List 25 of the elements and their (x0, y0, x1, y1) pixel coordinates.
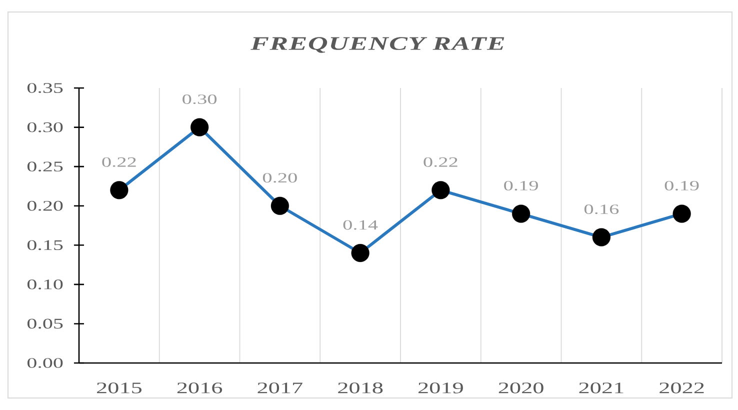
x-tick-label: 2016 (177, 382, 222, 394)
data-label: 0.19 (664, 180, 699, 190)
data-label: 0.14 (343, 220, 378, 230)
data-label: 0.22 (102, 157, 136, 167)
y-tick-label: 0.20 (27, 200, 63, 211)
chart-title: FREQUENCY RATE (250, 37, 504, 53)
x-tick-label: 2017 (258, 382, 302, 394)
x-tick-label: 2022 (660, 382, 704, 394)
y-tick-label: 0.10 (27, 280, 63, 290)
data-label: 0.20 (262, 173, 297, 183)
x-tick-label: 2018 (338, 382, 383, 394)
y-tick-label: 0.05 (27, 318, 63, 329)
x-tick-label: 2015 (97, 382, 142, 394)
x-tick-label: 2019 (418, 382, 463, 394)
x-tick-label: 2020 (498, 382, 544, 394)
data-label: 0.16 (584, 204, 619, 214)
y-tick-label: 0.35 (27, 83, 63, 93)
data-label: 0.22 (424, 157, 458, 167)
x-tick-label: 2021 (579, 382, 624, 394)
y-tick-label: 0.30 (27, 122, 63, 132)
y-tick-label: 0.15 (27, 240, 63, 250)
data-label: 0.19 (504, 180, 538, 190)
y-tick-label: 0.00 (27, 358, 63, 368)
data-label: 0.30 (182, 94, 217, 104)
y-tick-label: 0.25 (27, 162, 63, 172)
